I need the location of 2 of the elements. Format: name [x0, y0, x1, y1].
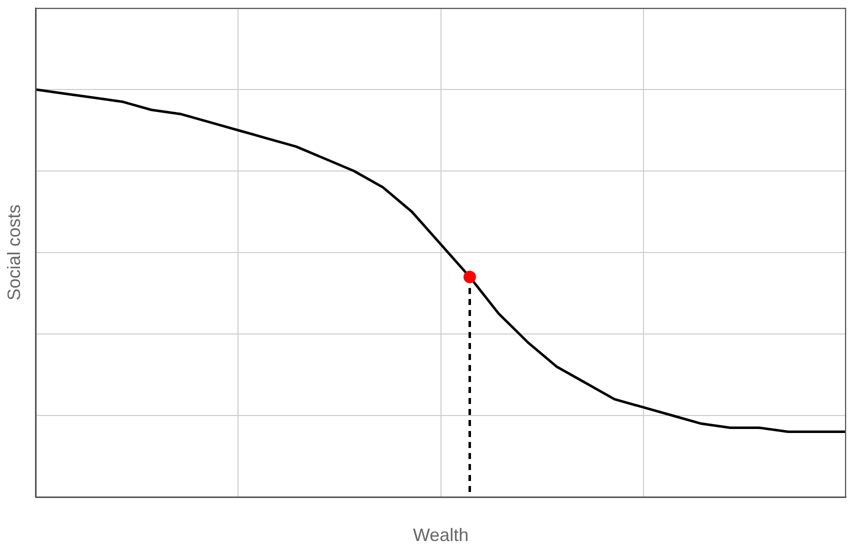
x-axis-title: Wealth — [412, 525, 469, 546]
y-axis-title: Social costs — [4, 204, 24, 301]
